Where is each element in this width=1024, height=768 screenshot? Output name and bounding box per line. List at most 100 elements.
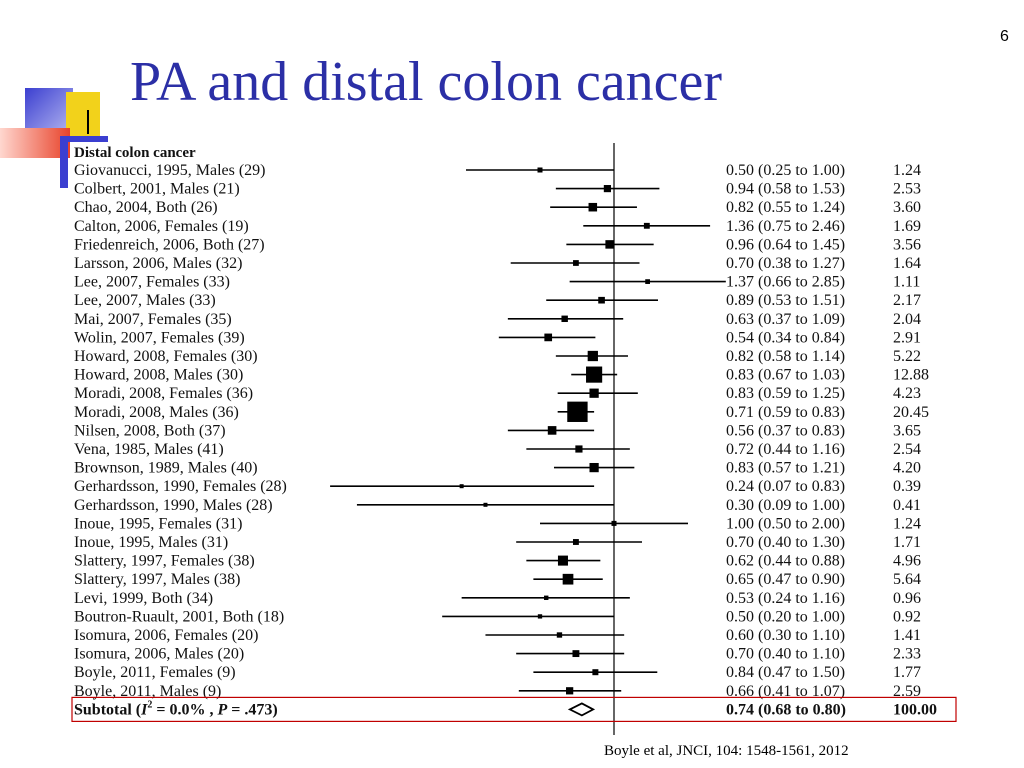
study-point-estimate xyxy=(557,555,568,566)
study-point-estimate xyxy=(573,260,579,266)
study-point-estimate xyxy=(544,595,549,601)
study-weight: 1.69 xyxy=(893,218,921,235)
study-ci-text: 0.66 (0.41 to 1.07) xyxy=(726,683,845,700)
study-label: Gerhardsson, 1990, Males (28) xyxy=(74,497,273,514)
study-label: Boyle, 2011, Females (9) xyxy=(74,664,236,681)
study-label: Friedenreich, 2006, Both (27) xyxy=(74,236,265,253)
study-label: Lee, 2007, Females (33) xyxy=(74,274,230,291)
study-label: Lee, 2007, Males (33) xyxy=(74,292,216,309)
decor-yellow-block xyxy=(66,92,100,136)
study-point-estimate xyxy=(587,350,598,362)
subtotal-p-symbol: P xyxy=(216,701,227,718)
study-ci-text: 0.53 (0.24 to 1.16) xyxy=(726,590,845,607)
subtotal-label-prefix: Subtotal ( xyxy=(74,701,141,718)
study-ci-text: 0.82 (0.55 to 1.24) xyxy=(726,199,845,216)
study-label: Vena, 1985, Males (41) xyxy=(74,441,224,458)
study-label: Colbert, 2001, Males (21) xyxy=(74,181,240,198)
study-point-estimate xyxy=(572,539,579,545)
study-weight: 0.96 xyxy=(893,590,921,607)
study-label: Inoue, 1995, Males (31) xyxy=(74,534,228,551)
study-label: Slattery, 1997, Males (38) xyxy=(74,571,240,588)
study-point-estimate xyxy=(537,614,543,619)
study-weight: 3.65 xyxy=(893,422,921,439)
study-weight: 1.77 xyxy=(893,664,921,681)
study-label: Giovanucci, 1995, Males (29) xyxy=(74,162,266,179)
study-point-estimate xyxy=(589,462,599,473)
subtotal-p-value: = .473) xyxy=(227,701,277,718)
study-weight: 1.41 xyxy=(893,627,921,644)
study-label: Calton, 2006, Females (19) xyxy=(74,218,249,235)
study-point-estimate xyxy=(598,296,605,304)
subtotal-i2-sup: 2 xyxy=(147,699,152,710)
study-ci-text: 0.30 (0.09 to 1.00) xyxy=(726,497,845,514)
study-ci-text: 0.62 (0.44 to 0.88) xyxy=(726,553,845,570)
study-weight: 3.60 xyxy=(893,199,921,216)
study-weight: 2.17 xyxy=(893,292,921,309)
study-point-estimate xyxy=(589,388,599,398)
study-label: Levi, 1999, Both (34) xyxy=(74,590,213,607)
study-ci-text: 0.89 (0.53 to 1.51) xyxy=(726,292,845,309)
study-point-estimate xyxy=(588,202,598,212)
study-point-estimate xyxy=(575,445,583,453)
study-point-estimate xyxy=(556,632,563,638)
study-point-estimate xyxy=(567,401,588,422)
subtotal-i2-symbol: I xyxy=(140,701,148,718)
study-weight: 12.88 xyxy=(893,367,929,384)
decor-blue-bar-vertical xyxy=(60,136,68,188)
study-label: Larsson, 2006, Males (32) xyxy=(74,255,242,272)
subtotal-label: Subtotal (I2 = 0.0% , P = .473) xyxy=(74,699,278,718)
study-ci-text: 0.60 (0.30 to 1.10) xyxy=(726,627,845,644)
study-point-estimate xyxy=(537,167,543,173)
study-ci-text: 0.94 (0.58 to 1.53) xyxy=(726,181,845,198)
study-weight: 3.56 xyxy=(893,236,921,253)
study-ci-text: 0.56 (0.37 to 0.83) xyxy=(726,422,845,439)
study-ci-text: 1.36 (0.75 to 2.46) xyxy=(726,218,845,235)
corner-decoration xyxy=(0,80,120,190)
chart-heading: Distal colon cancer xyxy=(74,145,196,161)
study-label: Gerhardsson, 1990, Females (28) xyxy=(74,478,287,495)
study-ci-text: 0.63 (0.37 to 1.09) xyxy=(726,311,845,328)
study-weight: 2.04 xyxy=(893,311,921,328)
study-point-estimate xyxy=(459,484,464,489)
study-label: Slattery, 1997, Females (38) xyxy=(74,553,255,570)
study-weight: 2.33 xyxy=(893,646,921,663)
study-point-estimate xyxy=(566,687,574,695)
study-point-estimate xyxy=(561,315,568,323)
study-weight: 4.20 xyxy=(893,460,921,477)
study-ci-text: 0.70 (0.40 to 1.10) xyxy=(726,646,845,663)
study-ci-text: 0.72 (0.44 to 1.16) xyxy=(726,441,845,458)
subtotal-diamond xyxy=(567,702,596,717)
study-label: Inoue, 1995, Females (31) xyxy=(74,515,242,532)
subtotal-i2-value: = 0.0% , xyxy=(152,701,217,718)
study-ci-text: 0.71 (0.59 to 0.83) xyxy=(726,404,845,421)
study-weight: 2.54 xyxy=(893,441,921,458)
decor-thin-line xyxy=(87,110,89,134)
study-ci-text: 0.83 (0.67 to 1.03) xyxy=(726,367,845,384)
study-label: Mai, 2007, Females (35) xyxy=(74,311,232,328)
study-ci-text: 1.00 (0.50 to 2.00) xyxy=(726,515,845,532)
study-ci-text: 0.84 (0.47 to 1.50) xyxy=(726,664,845,681)
study-point-estimate xyxy=(592,669,599,676)
study-weight: 5.22 xyxy=(893,348,921,365)
study-weight: 5.64 xyxy=(893,571,921,588)
study-point-estimate xyxy=(544,333,553,342)
decor-red-block xyxy=(0,128,70,158)
study-ci-text: 0.83 (0.57 to 1.21) xyxy=(726,460,845,477)
study-weight: 0.39 xyxy=(893,478,921,495)
study-weight: 1.11 xyxy=(893,274,920,291)
subtotal-weight: 100.00 xyxy=(893,701,937,718)
slide-title: PA and distal colon cancer xyxy=(130,51,723,113)
study-ci-text: 0.50 (0.25 to 1.00) xyxy=(726,162,845,179)
study-label: Moradi, 2008, Females (36) xyxy=(74,385,253,402)
study-weight: 2.91 xyxy=(893,329,921,346)
study-label: Howard, 2008, Males (30) xyxy=(74,367,243,384)
study-point-estimate xyxy=(603,185,611,193)
decor-blue-bar-horizontal xyxy=(60,136,108,142)
study-weight: 4.96 xyxy=(893,553,921,570)
study-weight: 0.92 xyxy=(893,608,921,625)
study-label: Moradi, 2008, Males (36) xyxy=(74,404,239,421)
study-ci-text: 0.83 (0.59 to 1.25) xyxy=(726,385,845,402)
subtotal-ci-text: 0.74 (0.68 to 0.80) xyxy=(726,701,846,718)
study-label: Howard, 2008, Females (30) xyxy=(74,348,258,365)
study-weight: 1.71 xyxy=(893,534,921,551)
